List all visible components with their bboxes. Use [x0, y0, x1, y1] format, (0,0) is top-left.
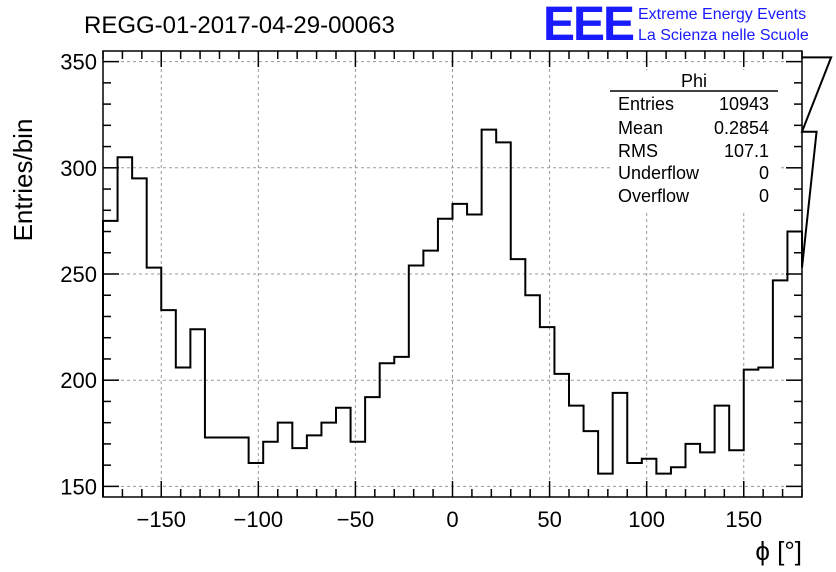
- x-tick-label: 150: [725, 507, 762, 532]
- histogram-bin: [307, 435, 322, 497]
- stats-label-overflow: Overflow: [618, 186, 690, 206]
- histogram-bin: [249, 463, 264, 497]
- x-tick-labels: −150 −100 −50 0 50 100 150: [136, 507, 762, 532]
- histogram-bin: [263, 442, 278, 497]
- histogram-bin: [671, 467, 686, 497]
- histogram-bin: [744, 370, 759, 497]
- histogram-bin: [336, 408, 351, 497]
- histogram-bin: [176, 367, 191, 497]
- histogram-bin: [613, 393, 628, 497]
- histogram-bin: [234, 438, 249, 497]
- x-tick-label: 0: [446, 507, 458, 532]
- histogram-bin: [642, 459, 657, 497]
- histogram-bin: [132, 178, 147, 497]
- y-tick-labels: 150 200 250 300 350: [60, 50, 97, 500]
- x-tick-label: −50: [337, 507, 374, 532]
- histogram-bin: [656, 474, 671, 497]
- histogram-bin: [729, 450, 744, 497]
- stats-label-rms: RMS: [618, 141, 658, 161]
- histogram-bin: [540, 327, 555, 497]
- histogram-bin: [554, 374, 569, 497]
- histogram-bin: [278, 423, 293, 497]
- histogram-bin: [482, 130, 497, 497]
- stats-box: Phi Entries 10943 Mean 0.2854 RMS 107.1 …: [610, 70, 778, 210]
- stats-value-rms: 107.1: [724, 141, 769, 161]
- histogram-bin: [584, 431, 599, 497]
- histogram-bin: [525, 295, 540, 497]
- histogram-bin: [321, 423, 336, 497]
- logo-line-1: Extreme Energy Events: [638, 6, 806, 23]
- axis-ticks: [102, 51, 803, 497]
- histogram-bin: [598, 474, 613, 497]
- histogram-bins: [102, 56, 833, 497]
- histogram-bin: [147, 268, 162, 497]
- histogram-bin: [686, 444, 701, 497]
- histogram-bin: [423, 251, 438, 497]
- y-tick-label: 200: [60, 368, 97, 393]
- histogram-bin: [380, 363, 395, 497]
- y-axis-label: Entries/bin: [8, 119, 38, 242]
- stats-value-mean: 0.2854: [714, 118, 769, 138]
- y-tick-label: 150: [60, 474, 97, 499]
- stats-label-entries: Entries: [618, 94, 674, 114]
- histogram-bin: [292, 448, 307, 497]
- histogram-bin: [365, 397, 380, 497]
- x-tick-label: −150: [136, 507, 186, 532]
- stats-title: Phi: [681, 71, 707, 91]
- stats-value-entries: 10943: [719, 94, 769, 114]
- histogram-bin: [496, 142, 511, 497]
- stats-label-mean: Mean: [618, 118, 663, 138]
- stats-value-overflow: 0: [759, 186, 769, 206]
- histogram-bin: [627, 463, 642, 497]
- stats-label-underflow: Underflow: [618, 163, 700, 183]
- histogram-bin: [467, 215, 482, 497]
- y-tick-label: 250: [60, 262, 97, 287]
- histogram-bin: [511, 259, 526, 497]
- histogram-bin: [715, 406, 730, 497]
- histogram-bin: [205, 438, 220, 497]
- x-tick-label: 100: [628, 507, 665, 532]
- eee-logo: EEE: [543, 0, 634, 51]
- histogram-bin: [220, 438, 235, 497]
- stats-value-underflow: 0: [759, 163, 769, 183]
- histogram-bin: [161, 310, 176, 497]
- histogram-bin: [773, 280, 788, 497]
- histogram-outline: [102, 56, 833, 497]
- x-axis-label: ϕ [°]: [755, 536, 802, 566]
- histogram-bin: [438, 219, 453, 497]
- x-tick-label: −100: [234, 507, 284, 532]
- histogram-bin: [758, 367, 773, 497]
- histogram-bin: [118, 157, 133, 497]
- x-tick-label: 50: [537, 507, 561, 532]
- histogram-bin: [787, 232, 802, 497]
- y-tick-label: 300: [60, 156, 97, 181]
- y-tick-label: 350: [60, 50, 97, 75]
- histogram-bin: [409, 266, 424, 497]
- histogram-bin: [700, 452, 715, 497]
- histogram-bin: [569, 406, 584, 497]
- histogram-bin: [394, 357, 409, 497]
- logo-line-2: La Scienza nelle Scuole: [638, 27, 809, 44]
- stats-box-background: [610, 70, 778, 210]
- histogram-bin: [453, 204, 468, 497]
- chart-title: REGG-01-2017-04-29-00063: [84, 12, 395, 39]
- histogram-bin: [190, 329, 205, 497]
- histogram-bin: [351, 442, 366, 497]
